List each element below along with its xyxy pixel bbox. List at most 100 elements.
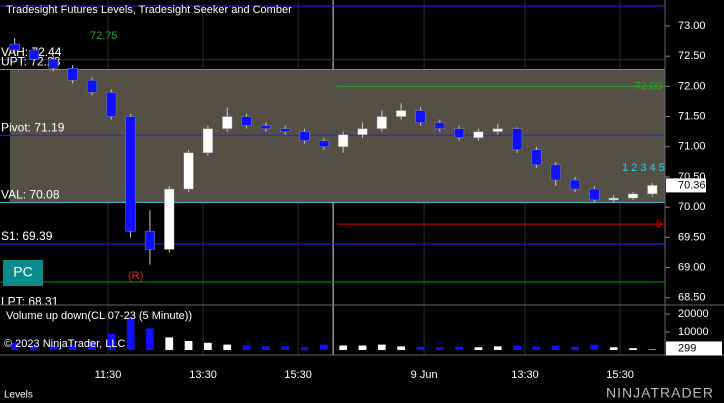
- candle-body: [106, 92, 117, 117]
- candle-body: [627, 193, 639, 199]
- volume-bar: [551, 345, 560, 350]
- y-tick-label: 69.00: [678, 261, 706, 273]
- volume-bar: [377, 344, 386, 350]
- volume-bar: [300, 347, 309, 350]
- candle-body: [376, 116, 387, 129]
- x-tick-label: 15:30: [606, 369, 634, 381]
- candle-body: [511, 128, 523, 151]
- axes: 11:30 13:30 15:30 9 Jun 13:30 15:30 73.00 72.50…: [95, 20, 722, 381]
- candle-body: [28, 49, 40, 60]
- level-label: LPT: 68.31: [1, 294, 59, 308]
- candle-body: [222, 116, 233, 129]
- level-label: Pivot: 71.19: [1, 120, 65, 134]
- volume-bar: [513, 345, 521, 350]
- value-area: [10, 69, 665, 203]
- candle-body: [48, 58, 59, 69]
- volume-bar: [474, 347, 483, 350]
- copyright: © 2023 NinjaTrader, LLC: [4, 338, 125, 350]
- volume-tick-label: 10000: [678, 326, 709, 338]
- candle-body: [318, 140, 329, 148]
- candle-body: [183, 152, 194, 190]
- volume-bar: [358, 345, 367, 350]
- candle-body: [202, 128, 213, 154]
- chart-title: Tradesight Futures Levels, Tradesight Se…: [6, 4, 292, 16]
- candle-body: [608, 197, 619, 201]
- candle-body: [647, 185, 658, 195]
- volume-bar: [242, 345, 251, 350]
- volume-bar: [648, 349, 657, 350]
- candle-body: [125, 116, 136, 232]
- volume-bar: [126, 317, 135, 350]
- volume-bar: [281, 346, 290, 350]
- volume-bar: [204, 342, 212, 350]
- volume-bar: [319, 344, 328, 350]
- x-tick-label: 11:30: [95, 369, 122, 381]
- volume-bar: [609, 347, 618, 350]
- level-label: VAL: 70.08: [1, 187, 60, 201]
- candle-body: [434, 122, 445, 129]
- x-tick-label: 15:30: [284, 369, 312, 381]
- y-tick-label: 71.00: [678, 141, 706, 153]
- volume-bar: [10, 342, 19, 350]
- volume-bar: [146, 328, 154, 350]
- candle-body: [338, 134, 349, 148]
- y-tick-label: 71.50: [678, 110, 706, 122]
- volume-bar: [416, 346, 425, 350]
- pc-button[interactable]: [3, 260, 43, 286]
- price-marker-label: 70.36: [678, 179, 706, 191]
- volume-bar: [88, 341, 96, 350]
- level-annotation: 72.75: [90, 30, 118, 42]
- candle-body: [164, 188, 175, 250]
- candle-body: [260, 125, 271, 129]
- candle-body: [280, 128, 291, 132]
- x-tick-label: 13:30: [511, 369, 539, 381]
- candle-body: [550, 164, 561, 181]
- volume-bar: [165, 337, 174, 350]
- reference-label: 72.00: [634, 80, 662, 92]
- y-tick-label: 72.50: [678, 50, 706, 62]
- volume-bar: [262, 346, 270, 350]
- x-tick-label: 13:30: [189, 369, 217, 381]
- logo: NINJATRADER: [606, 385, 714, 401]
- candle-body: [589, 188, 600, 201]
- reversal-marker: (R): [128, 270, 143, 282]
- volume-bar: [49, 345, 58, 350]
- candle-body: [357, 128, 368, 135]
- y-tick-label: 70.00: [678, 201, 706, 213]
- y-tick-label: 68.50: [678, 292, 706, 304]
- volume-bar: [435, 347, 444, 350]
- candle-body: [454, 128, 465, 138]
- volume-bar: [571, 346, 579, 350]
- volume-bar: [107, 333, 116, 350]
- y-tick-label: 72.00: [678, 80, 706, 92]
- candle-body: [67, 67, 78, 81]
- candle-body: [531, 149, 542, 166]
- candle-body: [415, 110, 426, 123]
- volume-bar: [223, 344, 232, 350]
- volume-bar: [532, 346, 541, 350]
- candle-body: [473, 131, 484, 138]
- volume-bar: [493, 346, 502, 350]
- volume-bar: [68, 344, 77, 350]
- level-label: UPT: 72.28: [1, 55, 61, 69]
- volume-bar: [629, 348, 637, 350]
- reference-label: 6: [656, 218, 662, 230]
- volume-marker: [666, 341, 722, 356]
- candle-body: [144, 231, 156, 250]
- candle-body: [9, 43, 20, 51]
- candle-body: [396, 110, 407, 117]
- tab-label[interactable]: Levels: [4, 390, 33, 401]
- pc-button-label[interactable]: PC: [13, 264, 32, 280]
- volume-title: Volume up down(CL 07-23 (5 Minute)): [6, 310, 192, 322]
- count-marker: 1 2 3 4 5: [622, 162, 665, 174]
- candle-body: [299, 131, 310, 141]
- price-marker: [666, 178, 706, 193]
- volume-bar: [184, 341, 193, 350]
- volume-tick-label: 20000: [678, 308, 709, 320]
- candle-body: [241, 116, 252, 126]
- volume-bar: [455, 346, 463, 350]
- volume-panel: [10, 317, 657, 350]
